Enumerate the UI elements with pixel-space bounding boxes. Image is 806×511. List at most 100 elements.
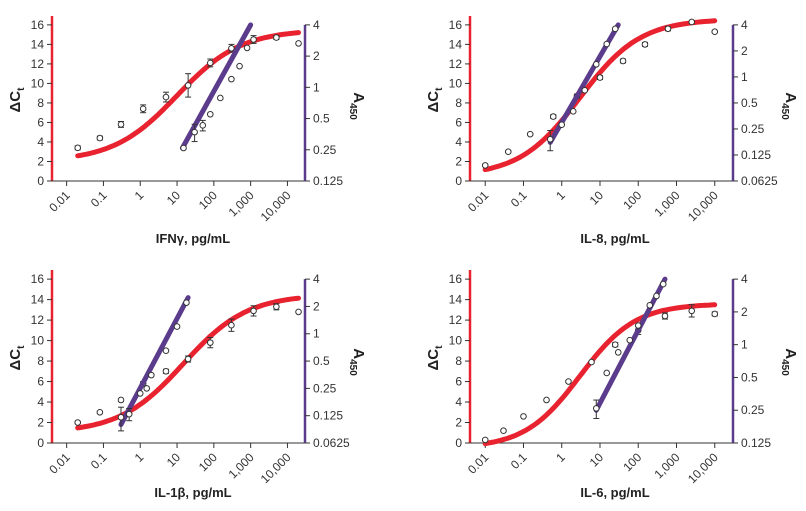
panel-4-right-axis-title: A450 <box>779 348 799 376</box>
panel-1-a450-point <box>228 75 235 83</box>
panel-2-a450-point <box>558 121 566 129</box>
panel-1-left-tick-label: 16 <box>31 18 45 32</box>
panel-1-x-axis-title: IFNγ, pg/mL <box>156 231 230 246</box>
panel-3-x-tick-label: 10 <box>164 450 184 470</box>
panel-3-dct-point <box>206 339 214 346</box>
panel-3-left-tick-label: 10 <box>31 334 45 348</box>
panel-3-right-tick-label: 0.5 <box>313 354 330 368</box>
panel-4-a450-point <box>614 349 622 356</box>
panel-2-dct-point <box>711 28 719 36</box>
panel-2-dct-point <box>481 162 489 169</box>
panel-2-a450-point <box>546 135 554 143</box>
panel-4-left-tick-label: 16 <box>449 272 463 286</box>
panel-4-left-tick-label: 4 <box>455 395 462 409</box>
panel-4-right-tick-label: 0.5 <box>741 370 758 384</box>
panel-4-x-tick-label: 1,000 <box>651 450 682 481</box>
panel-2-left-tick-label: 16 <box>449 18 463 32</box>
panel-3-a450-point <box>183 299 190 306</box>
panel-3-left-tick-label: 6 <box>37 375 44 389</box>
panel-4-x-tick-label: 10,000 <box>685 450 721 486</box>
panel-2-left-tick-label: 8 <box>455 96 462 110</box>
panel-1-x-tick-label: 10 <box>164 188 184 208</box>
panel-4-right-tick-label: 0.25 <box>741 403 765 417</box>
panel-2-dct-point <box>664 25 672 33</box>
panel-2-right-tick-label: 1 <box>741 70 748 84</box>
panel-1-left-tick-label: 4 <box>37 135 44 149</box>
panel-4-dct-point <box>520 413 527 420</box>
panel-2-dct-point <box>526 130 534 138</box>
panel-4-left-tick-label: 12 <box>449 313 463 327</box>
panel-1-dct-point <box>228 44 235 52</box>
panel-3-right-tick-label: 1 <box>313 327 320 341</box>
panel-2-left-tick-label: 12 <box>449 57 463 71</box>
panel-1-x-tick-label: 1 <box>132 188 147 203</box>
panel-1-x-tick-label: 0.1 <box>88 188 110 210</box>
panel-3-a450-point <box>173 323 181 330</box>
panel-1-a450-point <box>199 122 207 129</box>
panel-4-x-tick-label: 0.1 <box>508 450 530 472</box>
panel-2-dct-point <box>641 41 649 48</box>
panel-3-left-tick-label: 0 <box>37 436 44 450</box>
panel-2-left-axis-title: ΔCt <box>425 87 445 113</box>
panel-3-dct-point <box>228 321 235 329</box>
panel-1-right-tick-label: 4 <box>313 18 320 32</box>
panel-4-right-tick-label: 2 <box>741 305 748 319</box>
panel-1-dct-point <box>117 121 125 128</box>
panel-2-dct-point <box>549 113 557 120</box>
panel-3-dct-point <box>273 303 280 311</box>
panel-1-right-tick-label: 1 <box>313 80 320 94</box>
panel-4-a450-point <box>592 405 600 412</box>
panel-1-dct-point <box>273 34 280 41</box>
panel-2-left-tick-label: 10 <box>449 76 463 90</box>
panel-4-a450-point <box>653 292 660 300</box>
panel-3-x-axis-title: IL-1β, pg/mL <box>154 485 231 500</box>
panel-2-a450-point <box>581 87 589 94</box>
panel-1-right-tick-label: 0.5 <box>313 112 330 126</box>
panel-3-left-axis-title: ΔCt <box>7 345 27 371</box>
panel-3-elisa-pcr-fit-line <box>75 295 301 431</box>
panel-1-a450-point <box>180 144 187 152</box>
panel-3-dct-point <box>184 355 192 363</box>
panel-1-dct-point <box>184 82 192 89</box>
panel-1-left-tick-label: 0 <box>37 174 44 188</box>
panel-1-dct-point <box>139 105 147 113</box>
panel-2-left-tick-label: 6 <box>455 115 462 129</box>
panel-1-dct-point <box>74 144 82 152</box>
panel-1-right-tick-label: 0.125 <box>313 174 343 188</box>
panel-2-left-tick-label: 2 <box>455 154 462 168</box>
panel-4-a450-point <box>659 280 667 288</box>
panel-1-a450-point <box>236 62 243 70</box>
panel-1-right-tick-label: 0.25 <box>313 143 337 157</box>
panel-2-a450-point <box>611 25 619 33</box>
panel-1-left-tick-label: 12 <box>31 57 45 71</box>
panel-4-right-tick-label: 0.125 <box>741 436 771 450</box>
panel-1-left-axis-title: ΔCt <box>7 87 27 113</box>
panel-3-left-tick-label: 4 <box>37 395 44 409</box>
panel-3-right-tick-label: 4 <box>313 272 320 286</box>
panel-3-a450-point <box>162 347 170 355</box>
panel-4-dct-point <box>543 396 550 404</box>
panel-4-right-tick-label: 1 <box>741 338 748 352</box>
panel-3-x-tick-label: 10,000 <box>258 450 294 486</box>
panel-4-left-tick-label: 6 <box>455 375 462 389</box>
panel-2-right-axis-title: A450 <box>779 92 799 120</box>
panel-3-a450-point <box>143 385 151 392</box>
panel-4-x-tick-label: 0.01 <box>465 450 492 477</box>
panel-3-right-tick-label: 2 <box>313 299 320 313</box>
panel-2-right-tick-label: 2 <box>741 44 748 58</box>
panel-4-left-axis-title: ΔCt <box>425 345 445 371</box>
panel-3-left-tick-label: 8 <box>37 354 44 368</box>
panel-3-x-tick-label: 0.01 <box>46 450 73 477</box>
panel-1-a450-point <box>206 110 214 118</box>
panel-4-elisa-pcr-fit-line <box>482 302 718 447</box>
panel-2-a450-point <box>592 60 600 68</box>
panel-4-left-tick-label: 14 <box>449 293 463 307</box>
panel-1-right-axis-title: A450 <box>347 92 367 120</box>
panel-2-a450-point <box>569 108 577 115</box>
panel-3-x-tick-label: 1 <box>132 450 147 465</box>
panel-2-right-tick-label: 4 <box>741 18 748 32</box>
panel-3-a450-point <box>136 390 144 397</box>
panel-4-x-tick-label: 100 <box>620 450 644 474</box>
panel-1-left-tick-label: 10 <box>31 76 45 90</box>
panel-3-a450-point <box>117 413 125 421</box>
